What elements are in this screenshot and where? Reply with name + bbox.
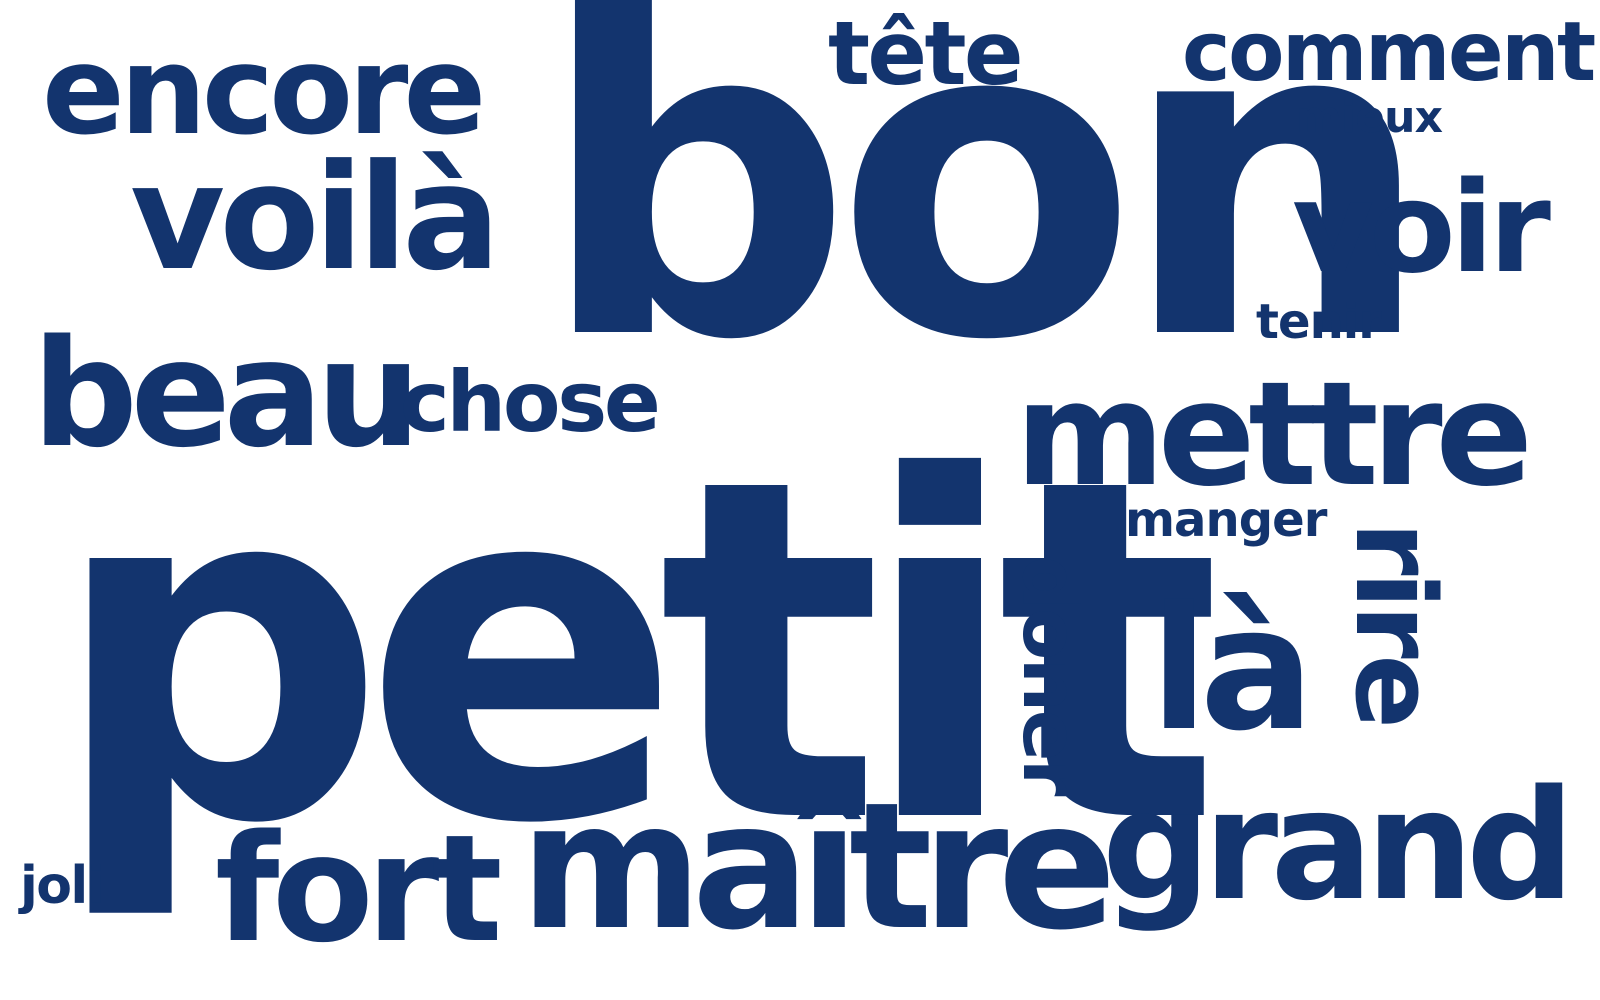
word-grand: grand — [1102, 757, 1575, 934]
word-tete: tête — [828, 2, 1024, 105]
word-rire: rire — [1331, 521, 1459, 725]
word-maitre: maître — [520, 766, 1117, 969]
word-fort: fort — [215, 803, 503, 975]
word-doner: doner — [1006, 555, 1095, 795]
word-voir: voir — [1292, 154, 1551, 301]
word-chose: chose — [400, 353, 661, 451]
word-petit: petit — [50, 379, 1222, 926]
word-tenir: tenir — [1256, 294, 1382, 350]
word-beau: beau — [32, 308, 421, 480]
word-encore: encore — [42, 20, 486, 162]
word-voila: voilà — [130, 133, 501, 303]
word-la: là — [1150, 571, 1315, 769]
word-bon: bon — [538, 0, 1433, 436]
word-mettre: mettre — [1015, 350, 1533, 518]
word-mieux: mieux — [1296, 92, 1443, 143]
word-joli: joli — [20, 856, 105, 916]
word-comment: comment — [1182, 5, 1596, 100]
word-manger: manger — [1125, 492, 1327, 548]
